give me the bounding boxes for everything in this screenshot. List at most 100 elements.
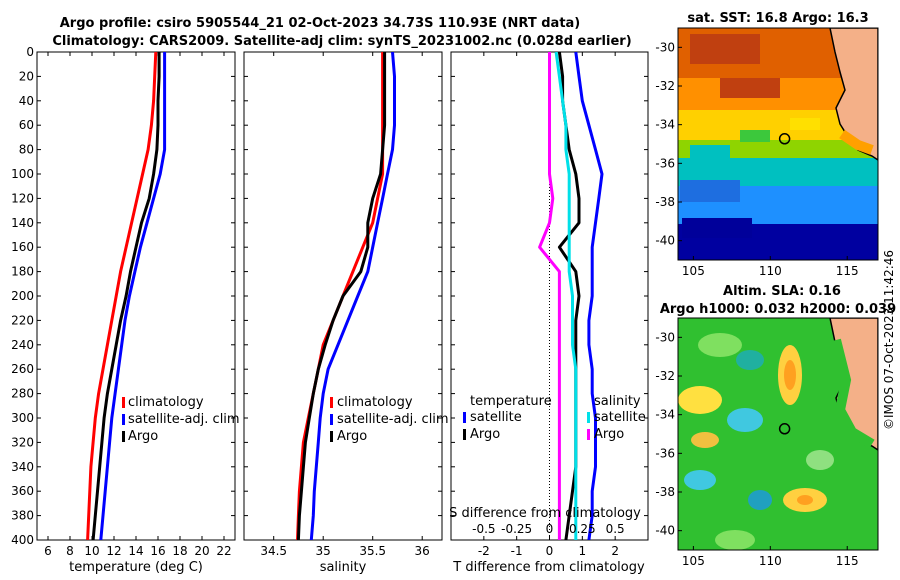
temperature-panel: 0 20 40 60 80 100 120 140 160 180 200 220 240 260 280 3…	[11, 45, 240, 575]
y-tick-label: 320	[11, 435, 34, 449]
top-tick-label: -0.25	[501, 522, 532, 536]
x-tick-label: 10	[84, 544, 99, 558]
sla-map-frame	[677, 317, 879, 551]
map-x-tick-label: 105	[682, 264, 705, 278]
sla-map-title-line2: Argo h1000: 0.032 h2000: 0.039	[660, 302, 896, 317]
map-x-tick-label: 115	[836, 554, 859, 568]
y-tick-label: 120	[11, 191, 34, 205]
y-tick-label: 300	[11, 411, 34, 425]
map-y-tick-label: -34	[655, 118, 675, 132]
map-y-tick-label: -40	[655, 234, 675, 248]
map-x-tick-label: 115	[836, 264, 859, 278]
x-tick-label: -1	[511, 544, 523, 558]
legend-label-argo: Argo	[337, 429, 367, 444]
sla-map-panel: Altim. SLA: 0.16 Argo h1000: 0.032 h2000…	[655, 284, 896, 568]
y-tick-label: 240	[11, 338, 34, 352]
copyright-timestamp: ©IMOS 07-Oct-2023 11:42:46	[882, 250, 896, 430]
difference-legend-salinity: salinity satellite Argo	[587, 394, 646, 442]
series-line-s-argo	[538, 52, 561, 540]
difference-legend-temperature: temperature satellite Argo	[463, 394, 552, 442]
y-tick-label: 400	[11, 533, 34, 547]
series-line-s-satellite	[554, 52, 578, 540]
y-tick-label: 20	[19, 69, 34, 83]
sla-argo-marker	[778, 423, 791, 435]
sst-map-image	[678, 28, 878, 260]
temperature-legend: climatology satellite-adj. clim Argo	[122, 395, 240, 444]
y-tick-label: 160	[11, 240, 34, 254]
temperature-y-ticks: 0 20 40 60 80 100 120 140 160 180 200 220 240 260 280 3…	[11, 45, 235, 547]
difference-x-ticks: -2 -1 0 1 2	[478, 52, 619, 558]
legend-swatch-argo	[330, 431, 333, 442]
x-tick-label: 34.5	[260, 544, 287, 558]
map-y-tick-label: -32	[655, 79, 675, 93]
y-tick-label: 0	[26, 45, 34, 59]
map-x-tick-label: 105	[682, 554, 705, 568]
sla-map-title-line1: Altim. SLA: 0.16	[723, 284, 841, 299]
x-tick-label: 0	[546, 544, 554, 558]
legend-label-t-satellite: satellite	[470, 410, 522, 425]
y-tick-label: 180	[11, 265, 34, 279]
salinity-panel: 34.5 35 35.5 36 salinity climatology satell…	[243, 51, 449, 575]
top-tick-label: 0	[546, 522, 554, 536]
difference-top-ticks: -0.5 -0.25 0 0.25 0.5	[472, 522, 625, 536]
map-y-tick-label: -30	[655, 330, 675, 344]
legend-swatch-climatology	[330, 397, 333, 408]
map-y-tick-label: -32	[655, 369, 675, 383]
map-y-tick-label: -36	[655, 156, 675, 170]
salinity-x-label: salinity	[320, 560, 367, 575]
y-tick-label: 380	[11, 509, 34, 523]
figure-title-line2: Climatology: CARS2009. Satellite-adj cli…	[52, 34, 631, 49]
y-tick-label: 220	[11, 313, 34, 327]
x-tick-label: 16	[150, 544, 165, 558]
map-y-tick-label: -38	[655, 195, 675, 209]
y-tick-label: 360	[11, 484, 34, 498]
sst-map-title: sat. SST: 16.8 Argo: 16.3	[687, 11, 868, 26]
x-tick-label: 8	[66, 544, 74, 558]
legend-swatch-s-satellite	[587, 412, 590, 423]
x-tick-label: 36	[415, 544, 430, 558]
legend-label-climatology: climatology	[337, 395, 413, 410]
salinity-legend: climatology satellite-adj. clim Argo	[330, 395, 449, 444]
legend-swatch-argo	[122, 431, 125, 442]
salinity-y-ticks	[244, 51, 442, 541]
temperature-x-ticks: 6 8 10 12 14 16 18 20 22	[44, 52, 232, 558]
legend-label-satellite: satellite-adj. clim	[337, 412, 449, 427]
sst-x-ticks: 105 110 115	[682, 256, 859, 278]
temperature-axes-frame	[36, 51, 236, 541]
sla-x-ticks: 105 110 115	[682, 546, 859, 568]
map-x-tick-label: 110	[759, 264, 782, 278]
x-tick-label: 2	[611, 544, 619, 558]
difference-y-ticks	[451, 51, 648, 541]
top-tick-label: -0.5	[472, 522, 495, 536]
sla-map-image	[678, 318, 878, 550]
difference-lines	[538, 52, 604, 540]
x-tick-label: 18	[172, 544, 187, 558]
legend-label-satellite: satellite-adj. clim	[128, 412, 240, 427]
sla-y-ticks: -30 -32 -34 -36 -38 -40	[655, 330, 682, 538]
y-tick-label: 340	[11, 460, 34, 474]
top-tick-label: 0.5	[606, 522, 625, 536]
map-y-tick-label: -40	[655, 524, 675, 538]
sst-map-frame	[677, 27, 879, 261]
series-line-argo	[296, 52, 387, 540]
legend-swatch-s-argo	[587, 429, 590, 440]
series-line-t-satellite	[574, 52, 604, 540]
series-line-satellite-adj-clim	[309, 52, 396, 540]
x-tick-label: 35.5	[359, 544, 386, 558]
map-y-tick-label: -30	[655, 40, 675, 54]
map-y-tick-label: -34	[655, 408, 675, 422]
map-y-tick-label: -36	[655, 446, 675, 460]
legend-swatch-climatology	[122, 397, 125, 408]
y-tick-label: 60	[19, 118, 34, 132]
sst-y-ticks: -30 -32 -34 -36 -38 -40	[655, 40, 682, 248]
x-tick-label: 12	[106, 544, 121, 558]
legend-label-s-argo: Argo	[594, 427, 624, 442]
legend-label-t-argo: Argo	[470, 427, 500, 442]
legend-label-climatology: climatology	[128, 395, 204, 410]
salinity-lines	[296, 52, 396, 540]
x-tick-label: 1	[579, 544, 587, 558]
y-tick-label: 100	[11, 167, 34, 181]
y-tick-label: 40	[19, 94, 34, 108]
x-tick-label: 6	[44, 544, 52, 558]
